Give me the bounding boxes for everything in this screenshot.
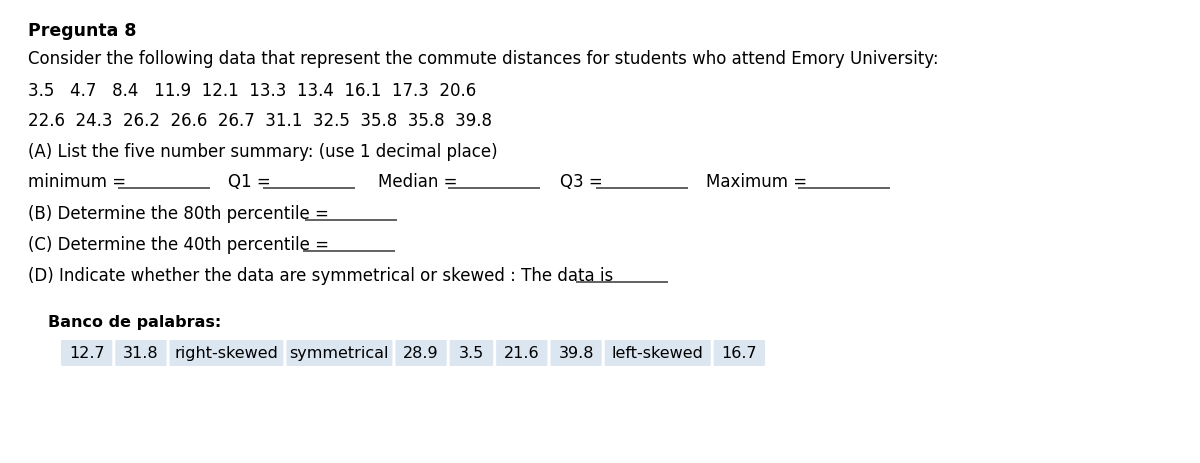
Text: Banco de palabras:: Banco de palabras: bbox=[48, 314, 221, 329]
FancyBboxPatch shape bbox=[287, 340, 392, 366]
Text: 16.7: 16.7 bbox=[721, 346, 757, 361]
Text: minimum =: minimum = bbox=[28, 173, 126, 191]
Text: (B) Determine the 80th percentile =: (B) Determine the 80th percentile = bbox=[28, 205, 329, 223]
Text: right-skewed: right-skewed bbox=[174, 346, 278, 361]
FancyBboxPatch shape bbox=[169, 340, 283, 366]
FancyBboxPatch shape bbox=[115, 340, 167, 366]
Text: (C) Determine the 40th percentile =: (C) Determine the 40th percentile = bbox=[28, 236, 329, 253]
FancyBboxPatch shape bbox=[396, 340, 446, 366]
FancyBboxPatch shape bbox=[714, 340, 766, 366]
FancyBboxPatch shape bbox=[450, 340, 493, 366]
Text: 28.9: 28.9 bbox=[403, 346, 439, 361]
Text: Median =: Median = bbox=[378, 173, 457, 191]
FancyBboxPatch shape bbox=[605, 340, 710, 366]
Text: symmetrical: symmetrical bbox=[289, 346, 389, 361]
Text: (D) Indicate whether the data are symmetrical or skewed : The data is: (D) Indicate whether the data are symmet… bbox=[28, 266, 613, 284]
Text: 31.8: 31.8 bbox=[124, 346, 158, 361]
Text: 3.5   4.7   8.4   11.9  12.1  13.3  13.4  16.1  17.3  20.6: 3.5 4.7 8.4 11.9 12.1 13.3 13.4 16.1 17.… bbox=[28, 82, 476, 100]
FancyBboxPatch shape bbox=[551, 340, 601, 366]
Text: Pregunta 8: Pregunta 8 bbox=[28, 22, 137, 40]
Text: 22.6  24.3  26.2  26.6  26.7  31.1  32.5  35.8  35.8  39.8: 22.6 24.3 26.2 26.6 26.7 31.1 32.5 35.8 … bbox=[28, 112, 492, 130]
Text: (A) List the five number summary: (use 1 decimal place): (A) List the five number summary: (use 1… bbox=[28, 143, 498, 161]
Text: 3.5: 3.5 bbox=[458, 346, 484, 361]
Text: Maximum =: Maximum = bbox=[706, 173, 808, 191]
Text: 39.8: 39.8 bbox=[558, 346, 594, 361]
Text: Consider the following data that represent the commute distances for students wh: Consider the following data that represe… bbox=[28, 50, 938, 68]
Text: Q1 =: Q1 = bbox=[228, 173, 271, 191]
Text: left-skewed: left-skewed bbox=[612, 346, 703, 361]
Text: 12.7: 12.7 bbox=[68, 346, 104, 361]
FancyBboxPatch shape bbox=[61, 340, 113, 366]
Text: Q3 =: Q3 = bbox=[560, 173, 602, 191]
FancyBboxPatch shape bbox=[496, 340, 547, 366]
Text: 21.6: 21.6 bbox=[504, 346, 540, 361]
